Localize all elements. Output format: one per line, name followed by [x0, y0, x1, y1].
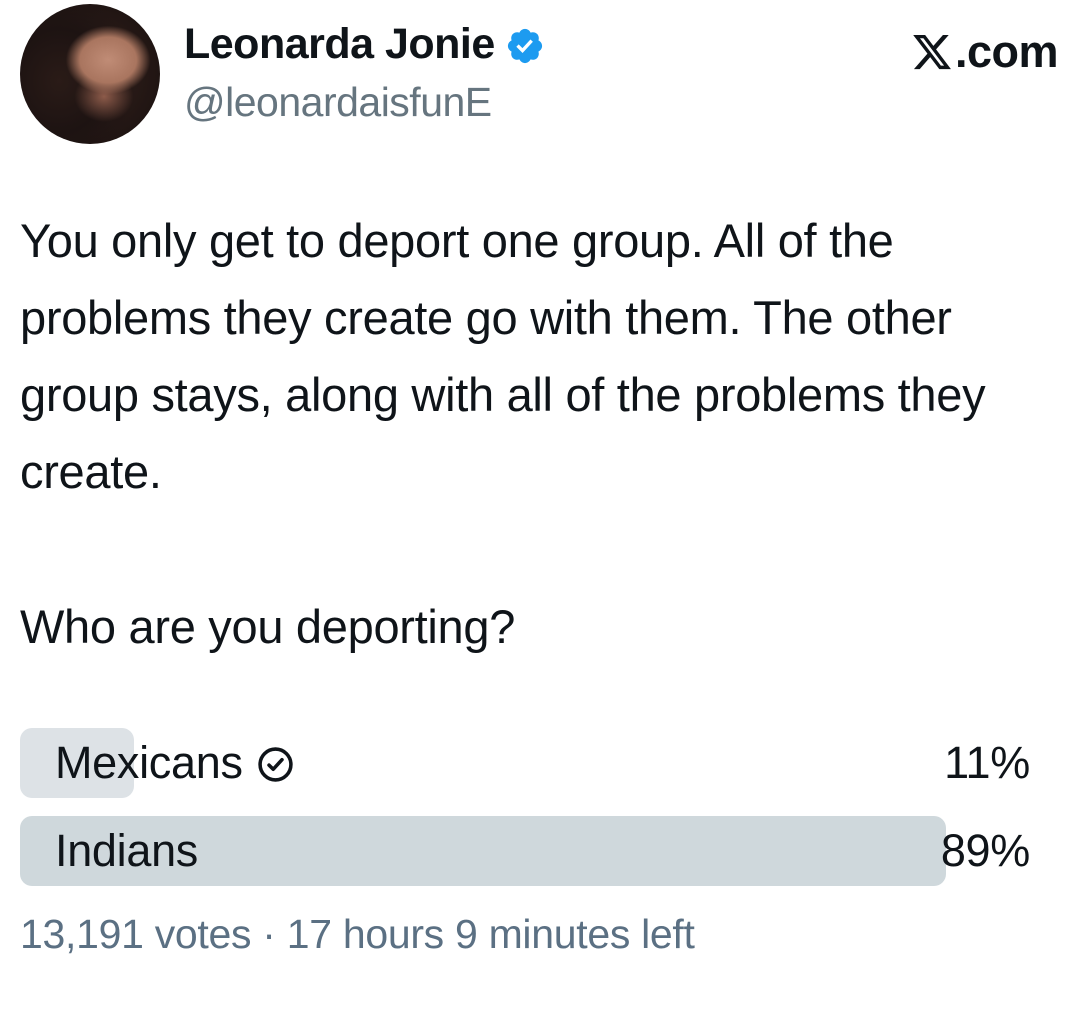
poll: Mexicans 11% Indians 89% 13,191 votes · …: [20, 728, 1060, 958]
watermark-suffix: .com: [954, 26, 1059, 77]
poll-option-indians: Indians 89%: [20, 816, 1060, 886]
poll-option-percent: 11%: [944, 737, 1030, 788]
poll-option-label-text: Indians: [55, 825, 199, 876]
poll-option-label: Mexicans: [55, 728, 294, 798]
tweet-question-text: Who are you deporting?: [20, 600, 516, 653]
watermark: .com: [911, 26, 1059, 78]
verified-badge-icon: [507, 28, 542, 63]
author-info: Leonarda Jonie @leonardaisfunE: [184, 4, 545, 126]
poll-option-mexicans: Mexicans 11%: [20, 728, 1060, 798]
poll-footer: 13,191 votes · 17 hours 9 minutes left: [20, 911, 695, 957]
display-name[interactable]: Leonarda Jonie: [184, 20, 495, 68]
poll-option-label-text: Mexicans: [55, 737, 243, 788]
x-logo-icon: [913, 34, 951, 70]
tweet-body-text: You only get to deport one group. All of…: [20, 214, 986, 498]
voted-check-icon: [257, 747, 293, 782]
tweet-header: Leonarda Jonie @leonardaisfunE .com: [20, 4, 1060, 144]
poll-bar-indians: [20, 816, 946, 886]
user-handle[interactable]: @leonardaisfunE: [184, 79, 492, 125]
poll-option-percent: 89%: [940, 825, 1030, 876]
poll-option-label: Indians: [55, 816, 198, 886]
poll-bar-mexicans: [20, 728, 135, 798]
avatar[interactable]: [20, 4, 160, 144]
